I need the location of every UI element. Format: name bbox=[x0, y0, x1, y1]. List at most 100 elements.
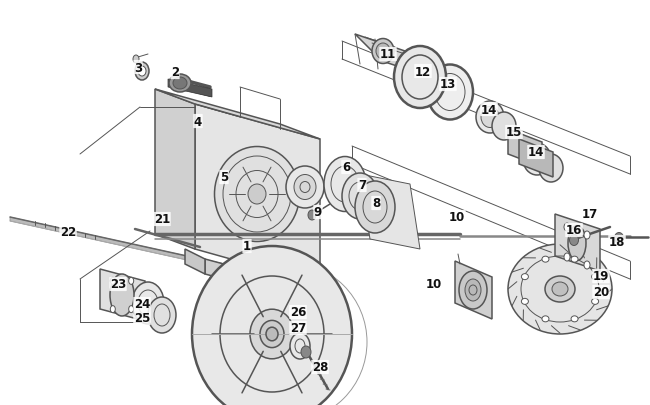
Ellipse shape bbox=[169, 75, 191, 93]
Ellipse shape bbox=[459, 271, 487, 309]
Text: 23: 23 bbox=[110, 278, 126, 291]
Ellipse shape bbox=[592, 298, 599, 305]
Polygon shape bbox=[100, 269, 145, 321]
Ellipse shape bbox=[110, 274, 134, 316]
Text: 4: 4 bbox=[194, 115, 202, 128]
Text: 13: 13 bbox=[440, 78, 456, 91]
Ellipse shape bbox=[552, 282, 568, 296]
Polygon shape bbox=[195, 105, 320, 284]
Polygon shape bbox=[355, 35, 430, 78]
Text: 11: 11 bbox=[380, 48, 396, 61]
Ellipse shape bbox=[260, 321, 284, 348]
Ellipse shape bbox=[614, 233, 623, 244]
Ellipse shape bbox=[523, 144, 551, 175]
Text: 26: 26 bbox=[290, 306, 306, 319]
Ellipse shape bbox=[290, 333, 310, 359]
Text: 14: 14 bbox=[481, 103, 497, 116]
Ellipse shape bbox=[528, 149, 546, 170]
Ellipse shape bbox=[465, 279, 481, 301]
Text: 10: 10 bbox=[426, 278, 442, 291]
Ellipse shape bbox=[550, 276, 600, 318]
Ellipse shape bbox=[301, 346, 311, 358]
Ellipse shape bbox=[129, 306, 134, 313]
Polygon shape bbox=[155, 90, 320, 140]
Ellipse shape bbox=[521, 274, 528, 280]
Text: 27: 27 bbox=[290, 322, 306, 335]
Ellipse shape bbox=[542, 316, 549, 322]
Text: 16: 16 bbox=[566, 224, 582, 237]
Text: 8: 8 bbox=[372, 197, 380, 210]
Ellipse shape bbox=[584, 231, 590, 239]
Ellipse shape bbox=[521, 298, 528, 305]
Ellipse shape bbox=[286, 166, 324, 209]
Ellipse shape bbox=[571, 256, 578, 262]
Ellipse shape bbox=[342, 174, 378, 220]
Text: 9: 9 bbox=[314, 206, 322, 219]
Ellipse shape bbox=[135, 63, 149, 81]
Ellipse shape bbox=[372, 39, 394, 64]
Ellipse shape bbox=[133, 56, 139, 64]
Ellipse shape bbox=[564, 254, 570, 261]
Text: 24: 24 bbox=[134, 298, 150, 311]
Ellipse shape bbox=[569, 235, 578, 246]
Ellipse shape bbox=[148, 297, 176, 333]
Polygon shape bbox=[168, 80, 212, 98]
Ellipse shape bbox=[571, 316, 578, 322]
Ellipse shape bbox=[294, 175, 316, 200]
Text: 1: 1 bbox=[243, 240, 251, 253]
Ellipse shape bbox=[481, 107, 499, 128]
Ellipse shape bbox=[539, 155, 563, 183]
Ellipse shape bbox=[564, 224, 570, 231]
Text: 15: 15 bbox=[506, 126, 522, 139]
Text: 19: 19 bbox=[593, 270, 609, 283]
Ellipse shape bbox=[508, 244, 612, 334]
Text: 20: 20 bbox=[593, 286, 609, 299]
Ellipse shape bbox=[138, 67, 146, 77]
Text: 6: 6 bbox=[342, 161, 350, 174]
Text: 10: 10 bbox=[449, 211, 465, 224]
Polygon shape bbox=[205, 259, 280, 294]
Ellipse shape bbox=[250, 309, 294, 359]
Ellipse shape bbox=[248, 185, 266, 205]
Text: 18: 18 bbox=[609, 236, 625, 249]
Text: 12: 12 bbox=[415, 65, 431, 78]
Polygon shape bbox=[185, 249, 205, 274]
Polygon shape bbox=[210, 277, 245, 299]
Ellipse shape bbox=[376, 44, 390, 60]
Polygon shape bbox=[508, 130, 542, 168]
Ellipse shape bbox=[266, 327, 278, 341]
Ellipse shape bbox=[427, 65, 473, 120]
Ellipse shape bbox=[308, 211, 316, 220]
Polygon shape bbox=[155, 90, 195, 249]
Text: 21: 21 bbox=[154, 213, 170, 226]
Text: 25: 25 bbox=[134, 312, 150, 325]
Ellipse shape bbox=[111, 306, 115, 313]
Ellipse shape bbox=[568, 226, 586, 261]
Polygon shape bbox=[555, 215, 600, 271]
Ellipse shape bbox=[545, 276, 575, 302]
Ellipse shape bbox=[492, 113, 516, 141]
Ellipse shape bbox=[111, 278, 115, 285]
Ellipse shape bbox=[584, 261, 590, 269]
Ellipse shape bbox=[355, 181, 395, 233]
Ellipse shape bbox=[132, 282, 164, 324]
Ellipse shape bbox=[129, 278, 134, 285]
Ellipse shape bbox=[192, 246, 352, 405]
Ellipse shape bbox=[394, 47, 446, 109]
Text: 14: 14 bbox=[528, 146, 544, 159]
Ellipse shape bbox=[476, 102, 504, 134]
Ellipse shape bbox=[214, 147, 300, 242]
Ellipse shape bbox=[173, 78, 187, 90]
Polygon shape bbox=[455, 261, 492, 319]
Text: 7: 7 bbox=[358, 179, 366, 192]
Polygon shape bbox=[360, 175, 420, 249]
Ellipse shape bbox=[592, 274, 599, 280]
Text: 5: 5 bbox=[220, 171, 228, 184]
Ellipse shape bbox=[324, 157, 366, 212]
Text: 17: 17 bbox=[582, 208, 598, 221]
Polygon shape bbox=[10, 217, 255, 275]
Text: 22: 22 bbox=[60, 226, 76, 239]
Text: 2: 2 bbox=[171, 66, 179, 79]
Text: 28: 28 bbox=[312, 360, 328, 373]
Polygon shape bbox=[519, 140, 553, 177]
